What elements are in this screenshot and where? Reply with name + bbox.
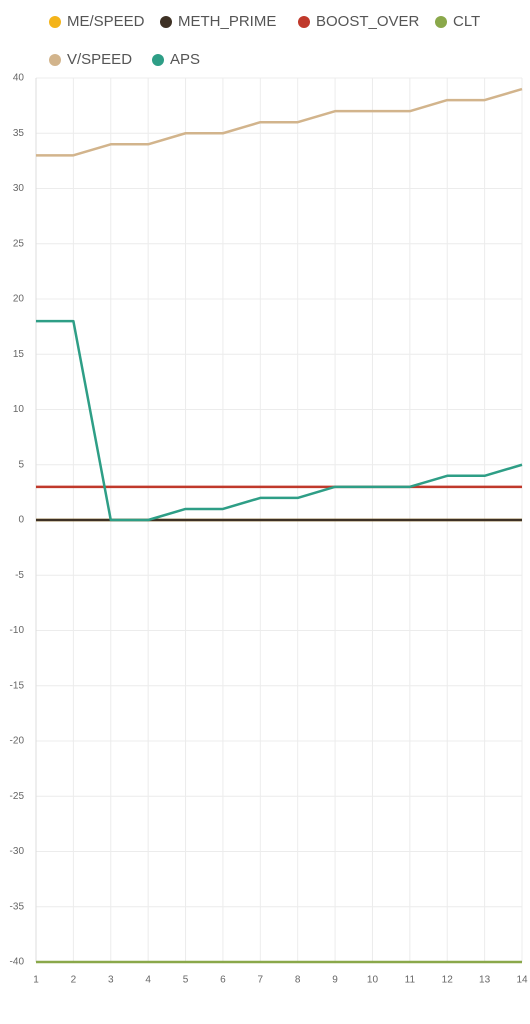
- x-tick-label: 1: [33, 975, 39, 986]
- x-tick-label: 7: [258, 975, 264, 986]
- legend-marker[interactable]: [160, 16, 172, 28]
- legend-marker[interactable]: [298, 16, 310, 28]
- y-tick-label: 15: [13, 349, 25, 360]
- y-tick-label: -25: [10, 791, 25, 802]
- legend-marker[interactable]: [152, 54, 164, 66]
- y-tick-label: 20: [13, 294, 25, 305]
- y-tick-label: 40: [13, 73, 25, 84]
- x-tick-label: 11: [405, 975, 416, 986]
- legend-label[interactable]: METH_PRIME: [178, 13, 276, 30]
- y-tick-label: -35: [10, 901, 25, 912]
- legend-label[interactable]: V/SPEED: [67, 51, 132, 68]
- legend-label[interactable]: CLT: [453, 13, 480, 30]
- y-tick-label: -40: [10, 957, 25, 968]
- y-tick-label: 35: [13, 128, 25, 139]
- legend-marker[interactable]: [435, 16, 447, 28]
- x-tick-label: 5: [183, 975, 189, 986]
- x-tick-label: 2: [71, 975, 77, 986]
- x-tick-label: 8: [295, 975, 301, 986]
- y-tick-label: -30: [10, 846, 25, 857]
- x-tick-label: 10: [367, 975, 379, 986]
- x-tick-label: 14: [516, 975, 528, 986]
- y-tick-label: 30: [13, 183, 25, 194]
- series-line: [36, 87, 523, 157]
- y-tick-label: 25: [13, 238, 25, 249]
- y-tick-label: -20: [10, 736, 25, 747]
- y-tick-label: 5: [18, 459, 24, 470]
- legend-marker[interactable]: [49, 16, 61, 28]
- y-tick-label: 10: [13, 404, 25, 415]
- y-tick-label: -15: [10, 680, 25, 691]
- x-tick-label: 13: [479, 975, 491, 986]
- y-tick-label: -10: [10, 625, 25, 636]
- x-tick-label: 12: [442, 975, 454, 986]
- legend-label[interactable]: APS: [170, 51, 200, 68]
- y-tick-label: 0: [18, 515, 24, 526]
- legend-marker[interactable]: [49, 54, 61, 66]
- x-tick-label: 3: [108, 975, 114, 986]
- x-tick-label: 4: [145, 975, 151, 986]
- y-tick-label: -5: [15, 570, 24, 581]
- legend-label[interactable]: BOOST_OVER: [316, 13, 420, 30]
- x-tick-label: 6: [220, 975, 226, 986]
- legend-label[interactable]: ME/SPEED: [67, 13, 145, 30]
- series-line: [36, 319, 523, 522]
- x-tick-label: 9: [332, 975, 338, 986]
